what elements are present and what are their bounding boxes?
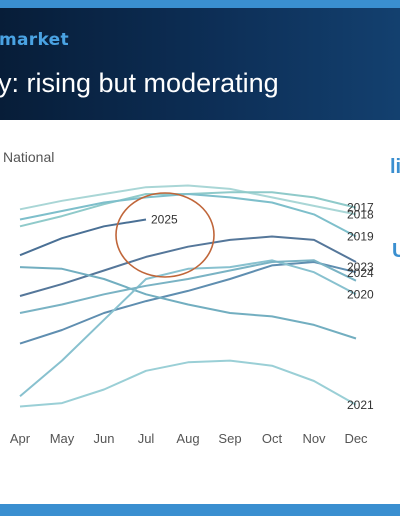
highlight-circle (115, 192, 215, 278)
x-tick-label: Jul (138, 431, 155, 446)
series-line-2025 (19, 218, 147, 257)
series-line-2018 (19, 184, 357, 216)
slide-header: market y: rising but moderating (0, 8, 400, 120)
bottom-accent-bar (0, 504, 400, 516)
x-tick-label: May (50, 431, 75, 446)
x-tick-label: Oct (262, 431, 283, 446)
x-tick-label: Jun (94, 431, 115, 446)
series-line-2019 (19, 193, 357, 238)
series-line-unlabeled-8 (19, 259, 357, 314)
x-axis: Apr May Jun Jul Aug Sep Oct Nov Dec (10, 431, 368, 446)
series-label-2024: 2024 (347, 266, 374, 280)
series-line-2020 (19, 259, 357, 398)
series-line-2024 (19, 235, 357, 297)
series-label-2017: 2017 (347, 201, 374, 215)
series-label-2019: 2019 (347, 230, 374, 244)
series-label-2018: 2018 (347, 207, 374, 221)
series-line-2023 (19, 261, 357, 345)
x-tick-label: Sep (218, 431, 241, 446)
series-line-unlabeled-6 (19, 266, 357, 340)
x-tick-label: Dec (344, 431, 368, 446)
series-label-2021: 2021 (347, 398, 374, 412)
x-tick-label: Apr (10, 431, 31, 446)
series-label-2020: 2020 (347, 287, 374, 301)
series-label-2023: 2023 (347, 260, 374, 274)
chart-title: National (3, 149, 54, 165)
series-layer (19, 184, 357, 408)
top-accent-bar (0, 0, 400, 8)
chart-container: National 2018 2017 2019 2025 2024 2023 2020 202… (0, 120, 400, 504)
series-label-2025: 2025 (151, 213, 178, 227)
x-tick-label: Aug (176, 431, 199, 446)
x-tick-label: Nov (302, 431, 326, 446)
section-label: market (0, 30, 69, 50)
side-text-fragment-2: U (392, 240, 400, 262)
slide-title: y: rising but moderating (0, 68, 279, 98)
series-line-2021 (19, 359, 357, 408)
side-text-fragment-1: li (390, 156, 400, 178)
